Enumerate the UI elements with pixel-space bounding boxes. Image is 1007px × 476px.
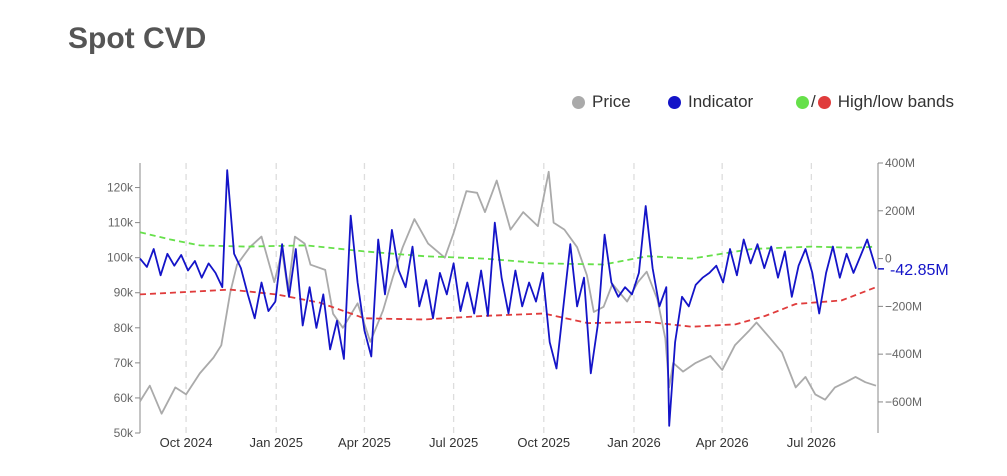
legend-item-price[interactable]: Price: [572, 92, 631, 112]
current-value-label: -42.85M: [890, 262, 949, 279]
left-tick-label: 80k: [114, 321, 134, 335]
x-tick-label: Jan 2026: [607, 435, 661, 450]
right-tick-label: −400M: [885, 347, 922, 361]
legend-label-bands: High/low bands: [837, 92, 954, 111]
legend-bands-separator: /: [811, 92, 816, 111]
right-tick-label: −200M: [885, 299, 922, 313]
legend-label-indicator: Indicator: [688, 92, 754, 111]
left-tick-label: 110k: [108, 216, 134, 230]
right-tick-label: 0: [885, 252, 892, 266]
x-tick-label: Oct 2024: [160, 435, 213, 450]
left-tick-label: 120k: [107, 181, 134, 195]
x-tick-label: Oct 2025: [517, 435, 570, 450]
price-series-line: [139, 170, 877, 415]
left-tick-label: 60k: [114, 391, 134, 405]
right-tick-label: 200M: [885, 204, 915, 218]
price-dot-icon: [572, 95, 585, 109]
legend-item-bands[interactable]: / High/low bands: [796, 92, 954, 112]
high-band-dot-icon: [796, 95, 809, 109]
indicator-dot-icon: [668, 95, 681, 109]
x-tick-label: Jul 2025: [429, 435, 478, 450]
x-tick-label: Apr 2026: [696, 435, 749, 450]
left-tick-label: 100k: [107, 251, 134, 265]
high-band-series-line: [139, 231, 877, 266]
right-tick-label: 400M: [885, 156, 915, 170]
low-band-series-line: [139, 286, 877, 328]
left-tick-label: 50k: [114, 426, 134, 440]
x-tick-label: Jul 2026: [787, 435, 836, 450]
legend-item-indicator[interactable]: Indicator: [668, 92, 753, 112]
chart-title: Spot CVD: [68, 22, 207, 55]
right-tick-label: −600M: [885, 395, 922, 409]
left-tick-label: 90k: [114, 286, 134, 300]
low-band-dot-icon: [817, 95, 831, 109]
x-tick-label: Jan 2025: [249, 435, 303, 450]
x-tick-label: Apr 2025: [338, 435, 391, 450]
legend-label-price: Price: [592, 92, 631, 111]
left-tick-label: 70k: [114, 356, 134, 370]
legend: Price Indicator / High/low bands: [560, 92, 980, 116]
indicator-series-line: [139, 169, 877, 427]
